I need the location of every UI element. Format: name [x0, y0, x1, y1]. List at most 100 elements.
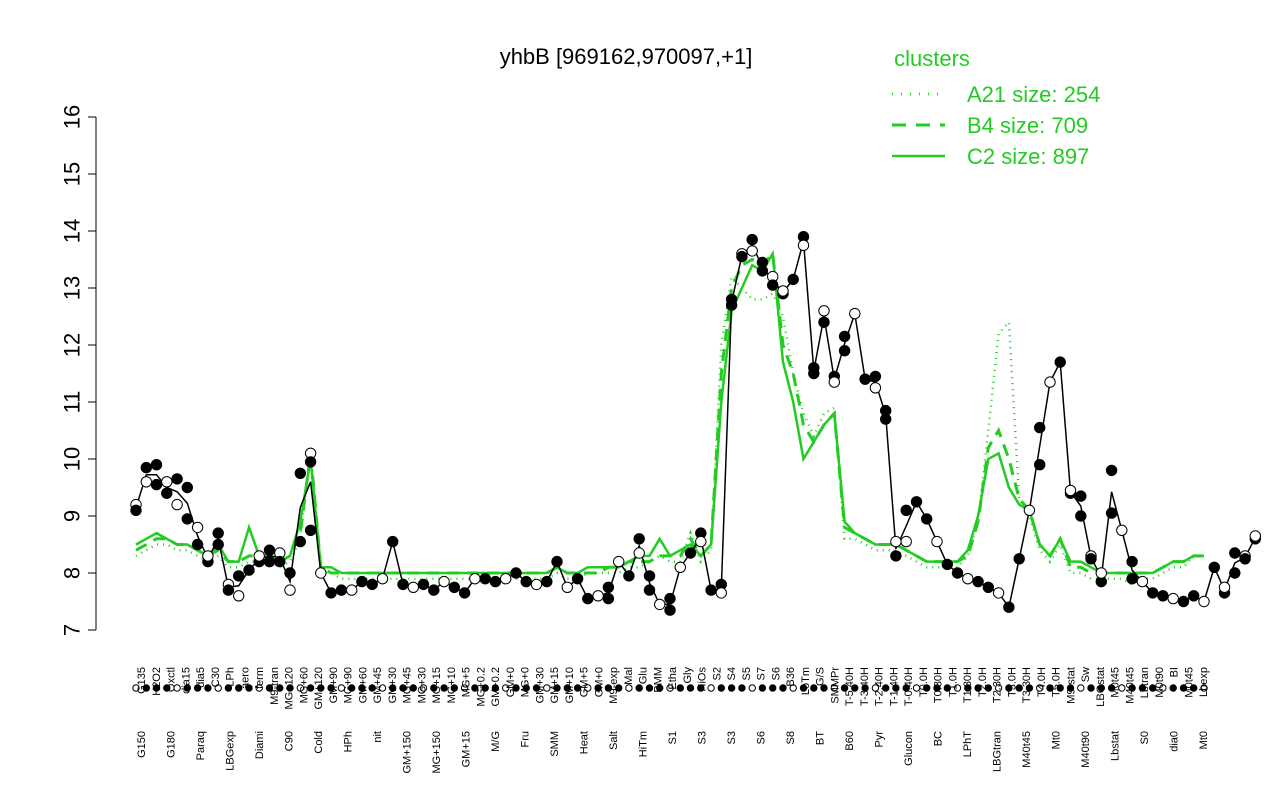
x-rug-mark: [460, 684, 469, 692]
x-tick-label: Gly: [682, 667, 694, 684]
data-point: [304, 524, 317, 536]
data-point: [376, 573, 389, 585]
y-tick-label: 9: [60, 510, 85, 522]
data-point: [263, 555, 276, 568]
x-rug-mark: [522, 684, 530, 692]
data-point: [1095, 567, 1108, 579]
x-tick-label: M40t45: [1021, 731, 1033, 768]
x-rug-mark: [152, 684, 161, 692]
data-point: [428, 584, 440, 596]
x-tick-label: T1.30H: [962, 667, 974, 703]
data-point: [982, 581, 994, 593]
x-tick-label: S0: [1139, 731, 1151, 744]
x-tick-label: dia15: [180, 667, 192, 694]
y-tick-label: 16: [60, 105, 85, 129]
x-rug-mark: [1200, 684, 1208, 692]
data-point: [869, 370, 882, 383]
data-point: [910, 496, 923, 508]
x-tick-label: Glucon: [903, 731, 915, 766]
x-rug-mark: [1077, 684, 1085, 692]
x-tick-label: Cold: [313, 731, 325, 754]
data-point: [571, 573, 584, 585]
x-tick-label: Paraq: [195, 731, 207, 760]
y-tick-label: 7: [60, 624, 85, 636]
x-rug-mark: [892, 684, 900, 692]
x-rug-mark: [132, 684, 140, 692]
x-tick-label: Lbtran: [1139, 667, 1151, 698]
data-point: [1136, 575, 1149, 588]
x-rug-mark: [368, 684, 376, 692]
x-tick-label: M0t90: [1154, 667, 1166, 698]
x-tick-label: MG+5: [461, 667, 473, 697]
data-point: [1013, 553, 1025, 565]
x-tick-label: SMMPr: [829, 667, 841, 704]
x-tick-label: T-3.40H: [859, 667, 871, 706]
data-point: [715, 587, 727, 599]
data-point: [838, 330, 851, 343]
data-point: [859, 373, 871, 385]
x-tick-label: MG+30: [416, 667, 428, 703]
x-tick-label: LPhT: [962, 731, 974, 758]
x-rug-mark: [419, 684, 428, 692]
data-point: [171, 473, 183, 485]
x-tick-label: Sw: [1080, 667, 1092, 682]
x-rug-mark: [615, 684, 623, 692]
x-tick-label: S7: [756, 667, 768, 680]
x-rug-mark: [1087, 684, 1095, 692]
points-layer: [130, 231, 1262, 616]
x-tick-label: G135: [136, 667, 148, 694]
x-rug-mark: [1015, 684, 1023, 692]
x-tick-label: H2O2: [151, 667, 163, 696]
x-rug-mark: [481, 684, 489, 692]
data-point: [797, 239, 810, 252]
data-point: [746, 233, 758, 246]
x-rug-mark: [830, 684, 838, 692]
data-point: [397, 578, 409, 591]
x-rug-mark: [686, 684, 695, 692]
data-point: [530, 578, 543, 591]
x-tick-label: GM+60: [357, 667, 369, 703]
x-tick-label: M0t45: [1110, 667, 1122, 698]
legend-label: A21 size: 254: [967, 82, 1100, 107]
x-rug-mark: [327, 684, 335, 692]
data-point: [469, 573, 481, 585]
data-point: [654, 598, 666, 611]
x-tick-label: GM+10: [564, 667, 576, 703]
data-point: [181, 513, 194, 525]
x-rug-mark: [543, 684, 551, 692]
x-tick-label: HiOs: [697, 667, 709, 692]
x-tick-label: T1.0H: [947, 667, 959, 697]
data-point: [1218, 581, 1231, 593]
data-point: [1085, 553, 1097, 565]
x-rug-mark: [738, 684, 746, 692]
data-point: [1064, 484, 1077, 497]
data-point: [222, 584, 235, 596]
y-tick-label: 10: [60, 447, 85, 471]
data-point: [1239, 553, 1251, 565]
x-rug-mark: [861, 684, 869, 692]
x-tick-label: M40t90: [1080, 731, 1092, 768]
x-rug-mark: [296, 684, 304, 692]
data-point: [756, 265, 769, 277]
data-point: [1249, 530, 1262, 542]
x-rug-mark: [666, 684, 674, 692]
x-rug-mark: [1056, 684, 1064, 692]
x-tick-label: T3.0H: [1006, 667, 1018, 697]
x-rug-mark: [450, 684, 458, 692]
data-point: [243, 564, 255, 576]
x-rug-mark: [491, 684, 500, 692]
x-tick-label: MG+15: [431, 667, 443, 703]
x-rug-mark: [471, 684, 479, 692]
data-point: [890, 535, 902, 548]
x-rug-mark: [173, 684, 181, 692]
x-tick-label: T-2.40H: [874, 667, 886, 706]
x-rug-mark: [789, 684, 797, 692]
legend: clusters A21 size: 254 B4 size: 709 C2 size…: [892, 46, 1100, 169]
x-rug-mark: [656, 684, 664, 692]
x-rug-mark: [676, 684, 684, 692]
x-rug-mark: [286, 684, 294, 692]
data-point: [263, 544, 276, 556]
data-point: [643, 584, 656, 596]
data-point: [510, 567, 522, 579]
data-point: [181, 481, 194, 494]
